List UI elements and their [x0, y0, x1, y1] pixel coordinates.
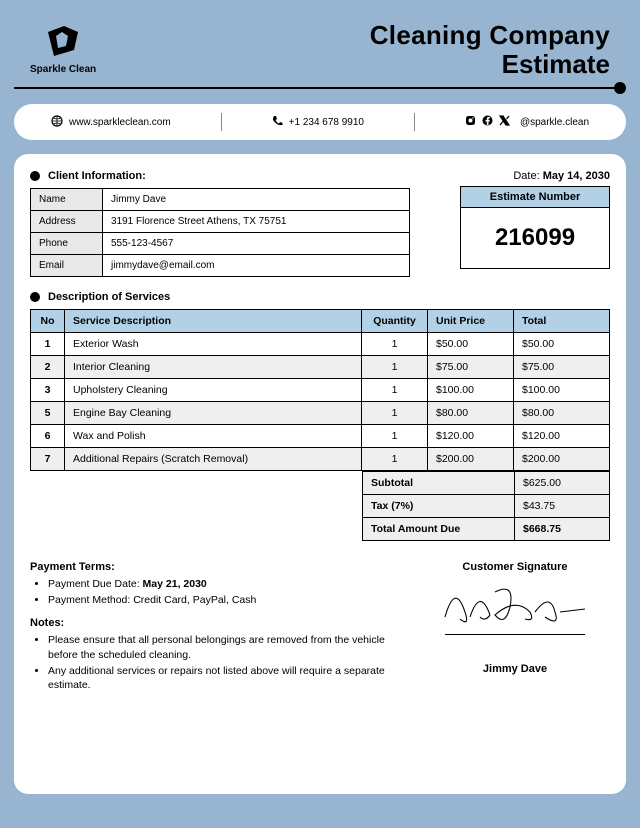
services-heading: Description of Services [30, 291, 610, 303]
client-info-table: NameJimmy Dave Address3191 Florence Stre… [30, 188, 410, 277]
client-address: 3191 Florence Street Athens, TX 75751 [103, 211, 410, 233]
table-row: 5Engine Bay Cleaning1$80.00$80.00 [31, 402, 610, 425]
header-rule [14, 82, 626, 94]
client-info-heading: Client Information: [30, 170, 460, 182]
estimate-date: Date: May 14, 2030 [460, 170, 610, 182]
title-line-2: Estimate [370, 49, 610, 80]
subtotal-value: $625.00 [515, 472, 610, 495]
website: www.sparkleclean.com [51, 115, 171, 130]
services-table: No Service Description Quantity Unit Pri… [30, 309, 610, 471]
list-item: Payment Method: Credit Card, PayPal, Cas… [48, 593, 400, 607]
notes-list: Please ensure that all personal belongin… [30, 633, 400, 692]
x-icon [499, 115, 510, 129]
sparkle-icon [44, 26, 82, 60]
phone: +1 234 678 9910 [272, 115, 364, 129]
payment-terms-list: Payment Due Date: May 21, 2030 Payment Me… [30, 577, 400, 607]
table-row: 6Wax and Polish1$120.00$120.00 [31, 425, 610, 448]
social-text: @sparkle.clean [520, 117, 589, 128]
instagram-icon [465, 115, 476, 129]
social: @sparkle.clean [465, 115, 589, 129]
payment-terms-heading: Payment Terms: [30, 561, 400, 573]
table-row: 2Interior Cleaning1$75.00$75.00 [31, 356, 610, 379]
globe-icon [51, 115, 63, 130]
phone-icon [272, 115, 283, 129]
page-title: Cleaning Company Estimate [370, 20, 620, 80]
signature-block: Customer Signature Jimmy Dave [420, 561, 610, 702]
signature-name: Jimmy Dave [420, 663, 610, 675]
list-item: Any additional services or repairs not l… [48, 664, 400, 692]
table-row: Emailjimmydave@email.com [31, 255, 410, 277]
client-phone: 555-123-4567 [103, 233, 410, 255]
client-email: jimmydave@email.com [103, 255, 410, 277]
estimate-number-label: Estimate Number [460, 186, 610, 208]
table-row: Phone555-123-4567 [31, 233, 410, 255]
table-row: Address3191 Florence Street Athens, TX 7… [31, 211, 410, 233]
website-text: www.sparkleclean.com [69, 117, 171, 128]
list-item: Payment Due Date: May 21, 2030 [48, 577, 400, 591]
signature-image [435, 577, 595, 627]
company-logo: Sparkle Clean [20, 26, 96, 75]
table-row: 7Additional Repairs (Scratch Removal)1$2… [31, 448, 610, 471]
brand-name: Sparkle Clean [30, 64, 96, 75]
notes-heading: Notes: [30, 617, 400, 629]
table-row: 1Exterior Wash1$50.00$50.00 [31, 333, 610, 356]
table-row: 3Upholstery Cleaning1$100.00$100.00 [31, 379, 610, 402]
phone-text: +1 234 678 9910 [289, 117, 364, 128]
client-name: Jimmy Dave [103, 189, 410, 211]
title-line-1: Cleaning Company [370, 20, 610, 51]
facebook-icon [482, 115, 493, 129]
list-item: Please ensure that all personal belongin… [48, 633, 400, 661]
signature-heading: Customer Signature [420, 561, 610, 573]
estimate-number-box: Estimate Number 216099 [460, 186, 610, 269]
total-due-value: $668.75 [515, 518, 610, 541]
totals-table: Subtotal$625.00 Tax (7%)$43.75 Total Amo… [362, 471, 610, 541]
table-row: NameJimmy Dave [31, 189, 410, 211]
tax-value: $43.75 [515, 495, 610, 518]
contact-bar: www.sparkleclean.com +1 234 678 9910 @sp… [14, 104, 626, 140]
estimate-number: 216099 [460, 208, 610, 269]
